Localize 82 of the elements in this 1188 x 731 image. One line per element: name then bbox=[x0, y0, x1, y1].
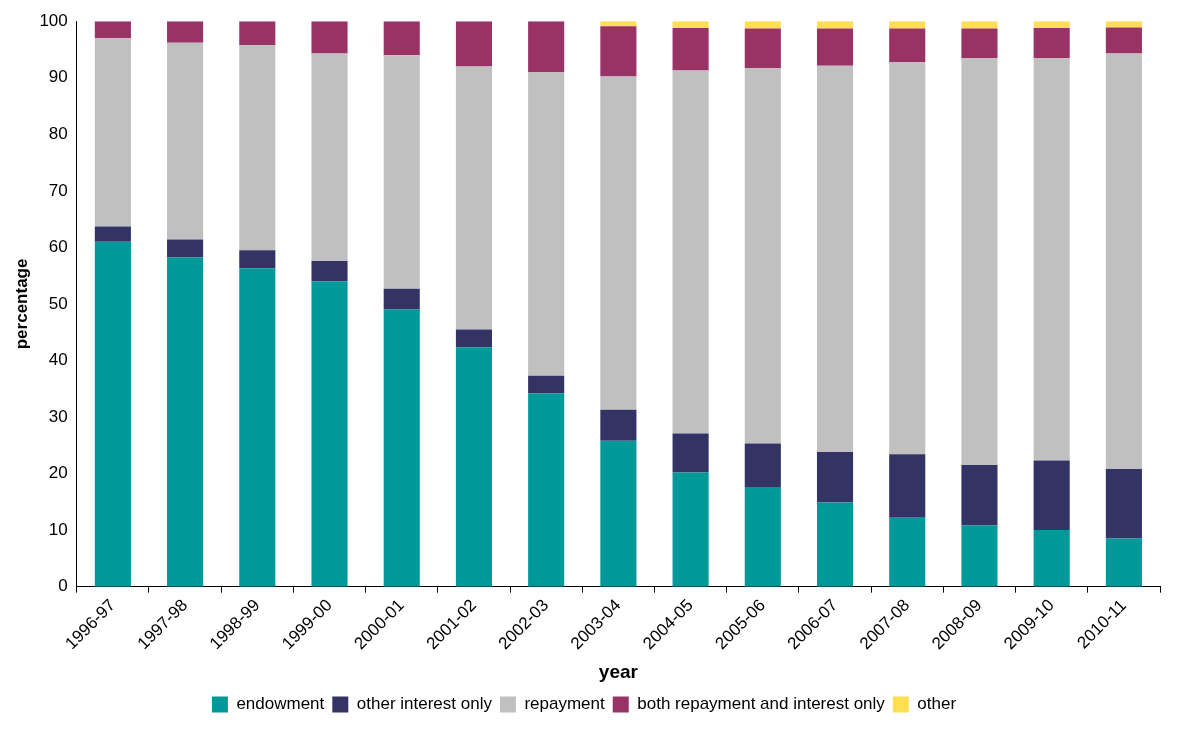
y-tick-label: 20 bbox=[48, 463, 68, 483]
bar bbox=[1105, 538, 1142, 587]
bar bbox=[1105, 469, 1142, 539]
legend-label: both repayment and interest only bbox=[637, 694, 886, 714]
y-tick-label: 40 bbox=[48, 350, 68, 370]
y-tick-label: 60 bbox=[48, 237, 68, 257]
bar bbox=[961, 525, 998, 587]
bar bbox=[383, 309, 420, 587]
bar bbox=[528, 21, 565, 73]
bar bbox=[239, 44, 276, 251]
bar bbox=[961, 465, 998, 526]
bar bbox=[94, 226, 131, 242]
legend-label: repayment bbox=[524, 694, 606, 714]
bar bbox=[528, 375, 565, 394]
bar bbox=[600, 76, 637, 410]
bar bbox=[1105, 27, 1142, 54]
y-tick-label: 90 bbox=[48, 67, 68, 87]
legend-label: other interest only bbox=[356, 694, 493, 714]
bar bbox=[239, 268, 276, 587]
bar bbox=[744, 28, 781, 69]
bar bbox=[167, 239, 204, 258]
bar bbox=[528, 72, 565, 376]
y-tick-label: 50 bbox=[48, 293, 68, 313]
bar bbox=[816, 21, 854, 29]
bar bbox=[961, 57, 998, 466]
legend-label: endowment bbox=[236, 694, 325, 714]
bar bbox=[816, 452, 854, 503]
bar bbox=[311, 53, 348, 261]
bar bbox=[744, 21, 781, 29]
bar bbox=[167, 21, 204, 43]
y-tick-label: 80 bbox=[48, 123, 68, 143]
bar bbox=[600, 440, 637, 587]
bar bbox=[816, 502, 854, 587]
bar bbox=[311, 260, 348, 282]
y-tick-label: 100 bbox=[39, 10, 68, 30]
bar bbox=[889, 454, 926, 518]
bar bbox=[239, 250, 276, 269]
bar bbox=[167, 42, 204, 240]
bar bbox=[455, 66, 492, 330]
bar bbox=[889, 28, 926, 62]
bar bbox=[383, 21, 420, 56]
bar bbox=[961, 21, 998, 29]
bar bbox=[1033, 460, 1070, 531]
bar bbox=[1033, 57, 1070, 461]
bar bbox=[816, 28, 854, 66]
x-axis-title: year bbox=[598, 660, 639, 682]
bar bbox=[744, 68, 781, 444]
bar bbox=[961, 28, 998, 58]
bar bbox=[383, 288, 420, 310]
bar bbox=[816, 65, 854, 453]
bar bbox=[94, 241, 131, 587]
bar bbox=[672, 70, 709, 434]
bar bbox=[889, 517, 926, 587]
bar bbox=[455, 347, 492, 587]
y-tick-label: 70 bbox=[48, 180, 68, 200]
y-tick-label: 10 bbox=[48, 519, 68, 539]
y-tick-label: 30 bbox=[48, 406, 68, 426]
bar bbox=[744, 443, 781, 488]
y-tick-label: 0 bbox=[58, 576, 68, 596]
bar bbox=[600, 409, 637, 441]
bar bbox=[672, 472, 709, 587]
bar bbox=[672, 27, 709, 71]
bar bbox=[600, 26, 637, 77]
bar bbox=[1033, 530, 1070, 587]
bar bbox=[239, 21, 276, 45]
bar bbox=[383, 55, 420, 289]
bar bbox=[455, 329, 492, 348]
legend-label: other bbox=[917, 694, 957, 714]
bar bbox=[528, 393, 565, 587]
bar bbox=[455, 21, 492, 67]
bar bbox=[167, 257, 204, 587]
bar bbox=[94, 21, 131, 39]
bar bbox=[889, 61, 926, 455]
bar bbox=[672, 433, 709, 473]
bar bbox=[311, 21, 348, 54]
bar bbox=[1105, 53, 1142, 470]
bar bbox=[311, 281, 348, 587]
bar bbox=[744, 487, 781, 587]
bar bbox=[889, 21, 926, 29]
bar bbox=[1033, 27, 1070, 58]
y-axis-title: percentage bbox=[11, 258, 31, 350]
bar bbox=[94, 38, 131, 227]
